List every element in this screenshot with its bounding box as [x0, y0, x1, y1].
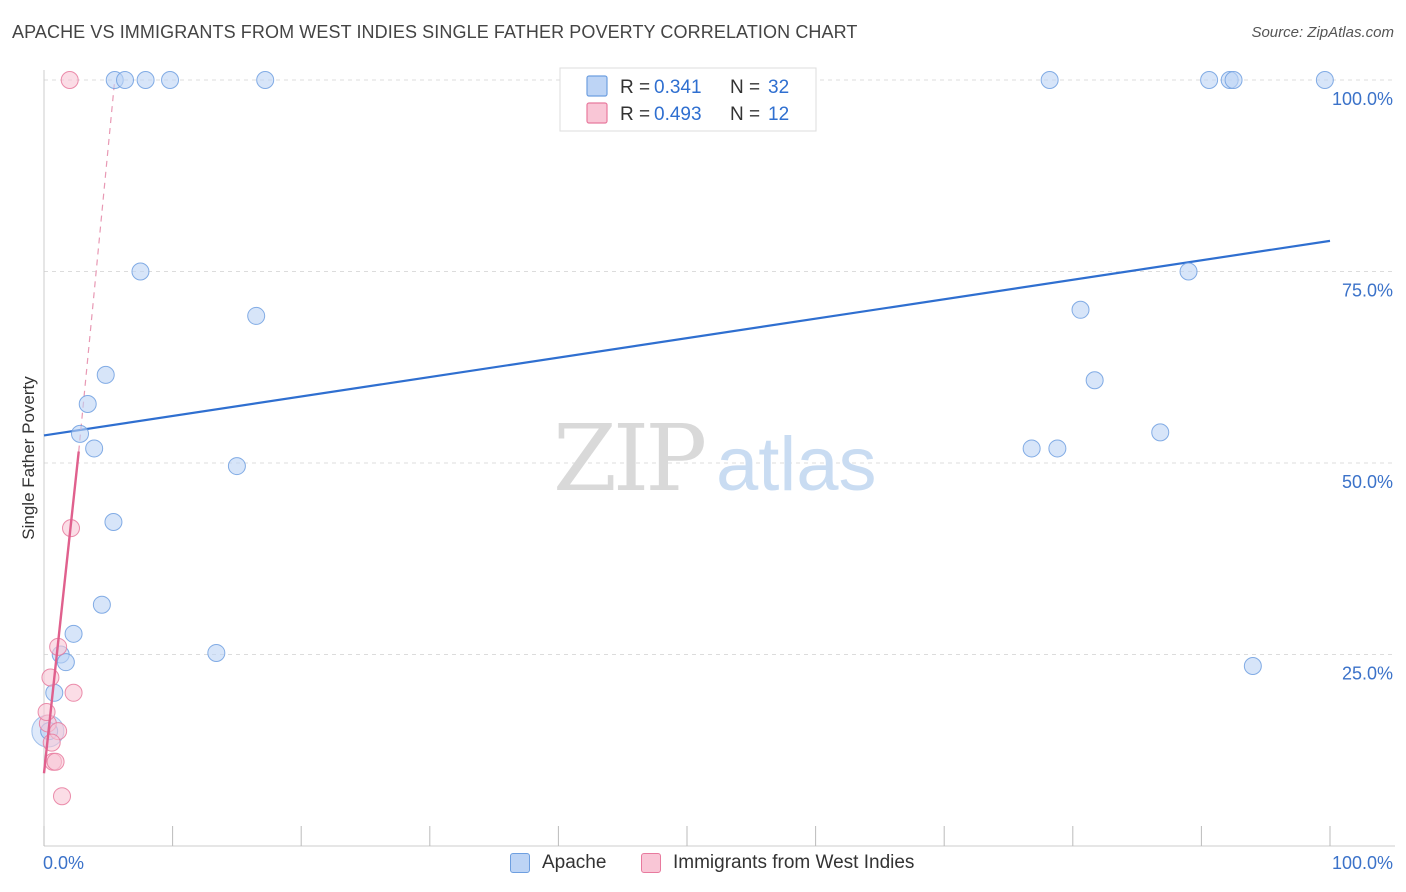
- point-west-indies: [41, 668, 60, 687]
- watermark-atlas: atlas: [716, 422, 877, 507]
- point-apache: [116, 71, 135, 89]
- point-apache: [1151, 423, 1170, 442]
- point-apache: [1022, 439, 1041, 458]
- point-apache: [1315, 71, 1334, 89]
- point-apache: [64, 624, 83, 643]
- point-apache: [207, 643, 226, 662]
- point-apache: [1040, 71, 1059, 89]
- watermark-zip: ZIP: [553, 405, 704, 512]
- point-apache: [1179, 262, 1198, 281]
- trendline-west-indies-extension: [78, 79, 116, 452]
- legend-west-indies[interactable]: Immigrants from West Indies: [641, 852, 914, 874]
- y-tick-label: 25.0%: [1342, 664, 1393, 684]
- legend-swatch-west-indies: [641, 853, 661, 873]
- point-apache: [78, 395, 97, 414]
- y-axis-label: Single Father Poverty: [19, 376, 38, 540]
- point-apache: [136, 71, 155, 89]
- point-west-indies: [37, 702, 56, 721]
- stats-swatch: [586, 102, 608, 124]
- y-tick-label: 100.0%: [1332, 89, 1393, 109]
- point-apache: [256, 71, 275, 89]
- point-apache: [1085, 371, 1104, 390]
- point-apache: [1224, 71, 1243, 89]
- stats-n-value: 32: [768, 77, 789, 98]
- point-west-indies: [64, 683, 83, 702]
- stats-n-label: N =: [730, 77, 760, 98]
- stats-legend: R = 0.341 N = 32 R = 0.493 N = 12: [559, 67, 817, 132]
- trendline-west-indies: [42, 451, 80, 774]
- x-tick-label-min: 0.0%: [43, 853, 84, 873]
- point-apache: [247, 306, 266, 325]
- stats-n-value: 12: [768, 104, 789, 125]
- stats-r-label: R =: [620, 104, 650, 125]
- point-apache: [131, 262, 150, 281]
- stats-n-label: N =: [730, 104, 760, 125]
- stats-r-label: R =: [620, 77, 650, 98]
- stats-swatch: [586, 75, 608, 97]
- y-tick-label: 50.0%: [1342, 472, 1393, 492]
- x-tick-label-max: 100.0%: [1332, 853, 1393, 873]
- y-tick-label: 75.0%: [1342, 281, 1393, 301]
- point-apache: [85, 439, 104, 458]
- source-label: Source: ZipAtlas.com: [1251, 24, 1394, 41]
- legend-apache[interactable]: Apache: [510, 852, 606, 874]
- point-apache: [1200, 71, 1219, 89]
- point-apache: [96, 365, 115, 384]
- point-west-indies: [53, 787, 72, 806]
- legend-label-apache: Apache: [542, 852, 607, 873]
- point-apache: [104, 512, 123, 531]
- legend-label-west-indies: Immigrants from West Indies: [673, 852, 915, 873]
- legend-swatch-apache: [510, 853, 530, 873]
- stats-r-value: 0.493: [654, 104, 702, 125]
- trendline-apache: [43, 239, 1331, 437]
- chart-title: APACHE VS IMMIGRANTS FROM WEST INDIES SI…: [12, 22, 858, 42]
- point-apache: [71, 424, 90, 443]
- point-apache: [56, 653, 75, 672]
- point-apache: [92, 595, 111, 614]
- stats-r-value: 0.341: [654, 77, 702, 98]
- point-apache: [227, 457, 246, 476]
- point-apache: [1048, 439, 1067, 458]
- point-west-indies: [46, 752, 65, 771]
- point-apache: [1243, 656, 1262, 675]
- point-apache: [161, 71, 180, 89]
- point-west-indies: [60, 71, 79, 89]
- watermark: ZIP atlas: [553, 405, 877, 512]
- point-apache: [1071, 300, 1090, 319]
